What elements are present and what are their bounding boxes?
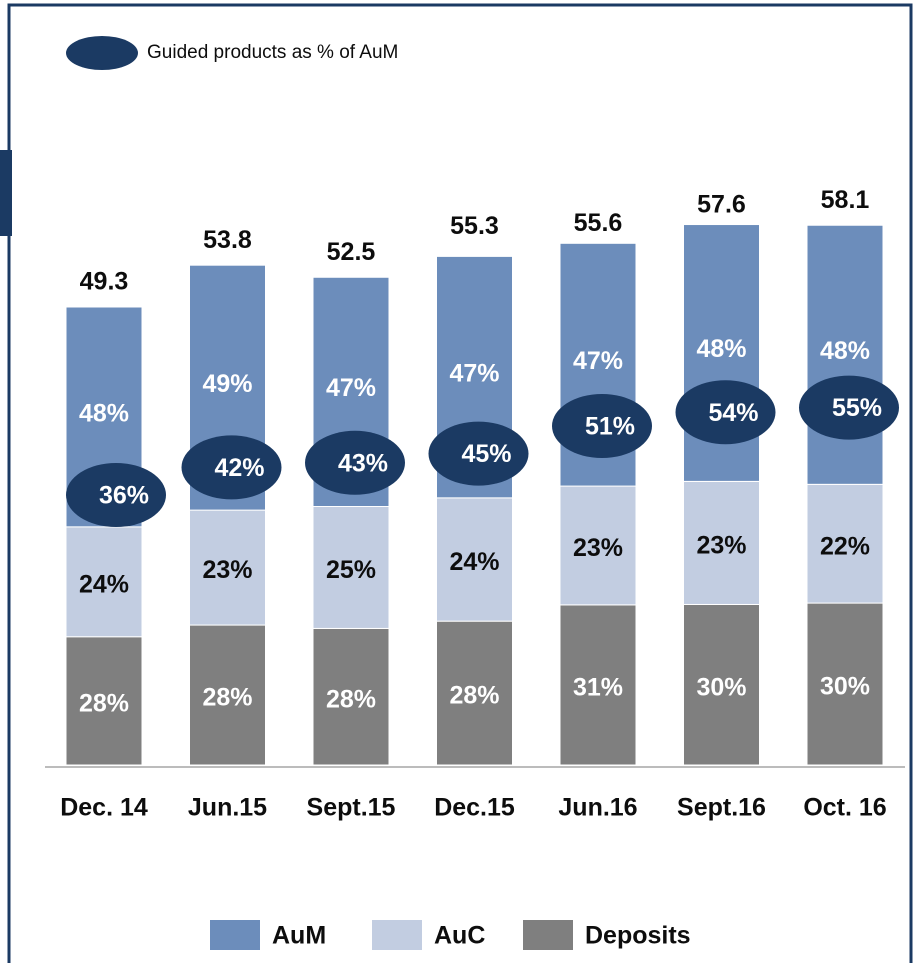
guided-label: 54% bbox=[708, 399, 758, 427]
bar-segment bbox=[806, 602, 884, 766]
guided-label: 45% bbox=[461, 440, 511, 468]
legend-swatch bbox=[210, 920, 260, 950]
segment-label: 25% bbox=[326, 556, 376, 584]
segment-label: 30% bbox=[696, 673, 746, 701]
x-tick-label: Dec.15 bbox=[434, 794, 515, 822]
bar-segment bbox=[436, 620, 513, 766]
bar-segment bbox=[436, 497, 513, 622]
segment-label: 28% bbox=[326, 685, 376, 713]
bar-segment bbox=[806, 224, 884, 485]
segment-label: 48% bbox=[696, 335, 746, 363]
x-tick-label: Jun.15 bbox=[188, 794, 267, 822]
total-label: 58.1 bbox=[821, 186, 870, 214]
segment-label: 31% bbox=[573, 674, 623, 702]
legend-label: AuM bbox=[272, 922, 326, 950]
total-label: 53.8 bbox=[203, 226, 252, 254]
x-tick-label: Dec. 14 bbox=[60, 794, 148, 822]
guided-label: 43% bbox=[338, 449, 388, 477]
bar-segment bbox=[312, 506, 390, 629]
segment-label: 30% bbox=[820, 673, 870, 701]
legend-label: AuC bbox=[434, 922, 485, 950]
guided-marker bbox=[799, 375, 899, 440]
guided-label: 36% bbox=[99, 482, 149, 510]
guided-label: 55% bbox=[832, 394, 882, 422]
segment-label: 47% bbox=[326, 374, 376, 402]
total-label: 52.5 bbox=[327, 238, 376, 266]
x-tick-label: Oct. 16 bbox=[803, 794, 886, 822]
segment-label: 47% bbox=[573, 347, 623, 375]
legend-swatch bbox=[66, 36, 138, 70]
segment-label: 22% bbox=[820, 532, 870, 560]
segment-label: 28% bbox=[449, 682, 499, 710]
segment-label: 23% bbox=[696, 532, 746, 560]
segment-label: 23% bbox=[202, 556, 252, 584]
segment-label: 28% bbox=[79, 689, 129, 717]
x-tick-label: Sept.15 bbox=[307, 794, 396, 822]
bar-segment bbox=[559, 485, 637, 606]
bar-segment bbox=[189, 624, 266, 766]
bar-segment bbox=[806, 483, 884, 604]
segment-label: 23% bbox=[573, 534, 623, 562]
legend-label: Guided products as % of AuM bbox=[147, 42, 398, 63]
bar-segment bbox=[189, 509, 266, 626]
segment-label: 28% bbox=[202, 684, 252, 712]
frame bbox=[7, 3, 913, 963]
segment-label: 24% bbox=[79, 570, 129, 598]
guided-marker bbox=[66, 463, 166, 527]
guided-marker bbox=[552, 394, 652, 458]
guided-marker bbox=[181, 435, 282, 500]
segment-label: 48% bbox=[79, 399, 129, 427]
total-label: 55.3 bbox=[450, 212, 499, 240]
guided-marker bbox=[428, 421, 529, 486]
x-tick-label: Jun.16 bbox=[558, 794, 637, 822]
x-tick-label: Sept.16 bbox=[677, 794, 766, 822]
legend-label: Deposits bbox=[585, 922, 691, 950]
guided-label: 51% bbox=[585, 413, 635, 441]
bar-segment bbox=[312, 627, 390, 766]
bar-segment bbox=[559, 604, 637, 766]
segment-label: 49% bbox=[202, 370, 252, 398]
legend-swatch bbox=[372, 920, 422, 950]
segment-label: 24% bbox=[449, 548, 499, 576]
bar-segment bbox=[683, 603, 760, 766]
bar-segment bbox=[65, 636, 143, 766]
side-tab bbox=[0, 150, 12, 236]
segment-label: 47% bbox=[449, 359, 499, 387]
guided-label: 42% bbox=[214, 454, 264, 482]
guided-marker bbox=[675, 380, 776, 445]
total-label: 55.6 bbox=[574, 209, 623, 237]
segment-label: 48% bbox=[820, 337, 870, 365]
total-label: 49.3 bbox=[80, 268, 129, 296]
legend-swatch bbox=[523, 920, 573, 950]
guided-marker bbox=[305, 430, 405, 495]
total-label: 57.6 bbox=[697, 191, 746, 219]
